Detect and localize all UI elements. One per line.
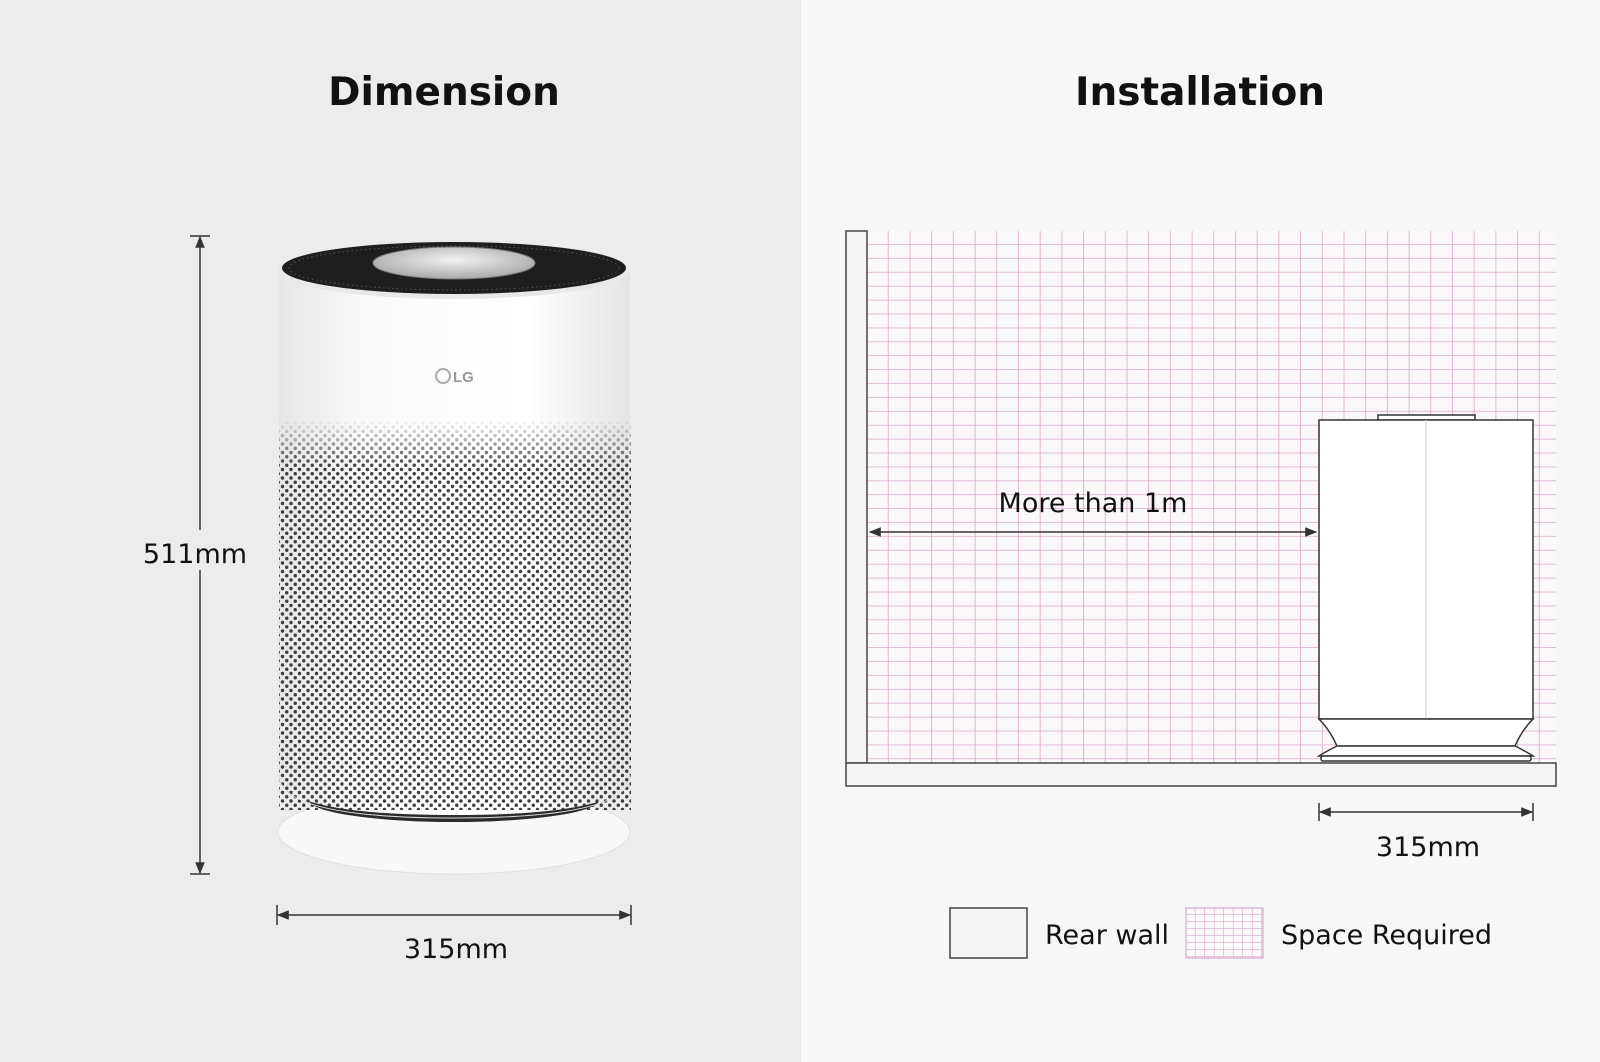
lg-logo-icon <box>435 368 451 384</box>
width-label: 315mm <box>404 934 508 965</box>
clearance-label: More than 1m <box>999 488 1188 519</box>
purifier-outline <box>1316 414 1536 762</box>
legend-space-required-label: Space Required <box>1281 920 1492 951</box>
legend-rear-wall-swatch <box>949 907 1028 959</box>
installation-title: Installation <box>1075 70 1325 115</box>
top-cap <box>372 246 536 280</box>
legend: Rear wall Space Required <box>949 907 1492 959</box>
floor <box>845 762 1557 787</box>
width-dimension-line <box>276 905 632 925</box>
unit-width-label: 315mm <box>1376 832 1480 863</box>
height-label: 511mm <box>143 539 247 570</box>
lg-logo-text: LG <box>453 369 474 386</box>
rear-wall <box>845 230 868 764</box>
unit-width-dimension-line <box>1318 803 1534 821</box>
legend-space-required-swatch <box>1185 907 1264 959</box>
air-purifier-image: LG <box>277 241 631 875</box>
dimension-title: Dimension <box>328 70 560 115</box>
legend-rear-wall-label: Rear wall <box>1045 920 1169 951</box>
